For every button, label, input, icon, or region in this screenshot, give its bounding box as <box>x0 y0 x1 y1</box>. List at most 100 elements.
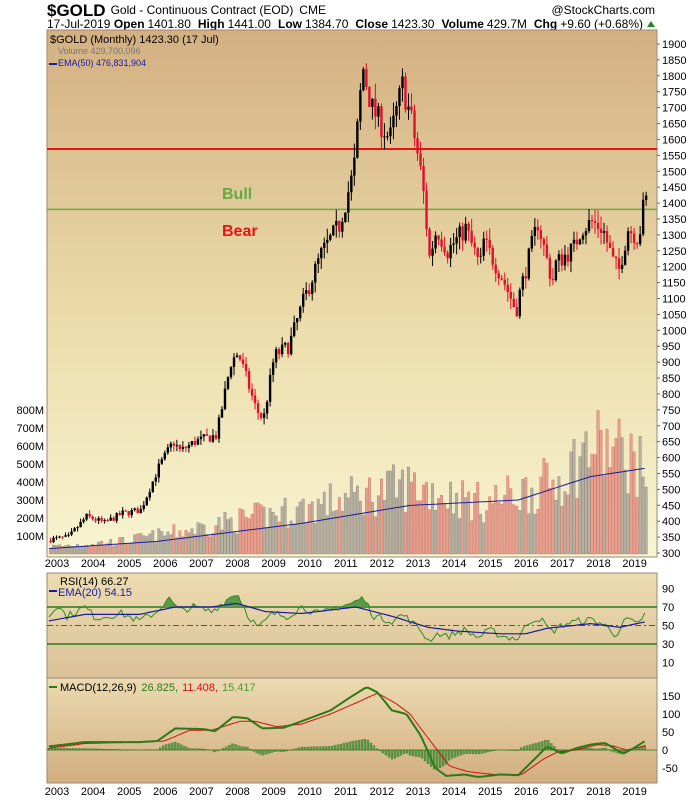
price-tick-label: 1050 <box>662 309 686 321</box>
volume-bar <box>187 532 191 555</box>
price-tick-label: 1750 <box>662 87 686 99</box>
candle <box>112 516 115 522</box>
candle-body <box>244 363 248 372</box>
rsi-tick-label: 70 <box>662 602 674 614</box>
candle <box>485 230 488 252</box>
volume-bar <box>590 453 594 555</box>
candle-body <box>572 239 576 244</box>
volume-bar <box>292 523 296 555</box>
open-label: Open <box>114 17 145 31</box>
candle-body <box>166 447 170 453</box>
candle-body <box>392 115 395 128</box>
candle <box>148 488 151 501</box>
candle-body <box>202 434 206 437</box>
candle <box>250 383 254 401</box>
volume-bar <box>599 429 603 555</box>
candle-body <box>461 226 464 241</box>
candle-body <box>479 255 482 257</box>
candle <box>365 63 368 91</box>
volume-bar <box>67 544 70 555</box>
volume-bar <box>455 492 459 555</box>
candle <box>560 248 564 272</box>
volume-bar <box>325 515 329 555</box>
candle-body <box>265 401 269 414</box>
candle-body <box>314 263 317 283</box>
histogram-bar <box>423 749 427 762</box>
candle <box>160 456 164 466</box>
rsi-tick-label: 10 <box>662 658 674 670</box>
candle-body <box>542 239 546 245</box>
candle-body <box>148 492 151 498</box>
histogram-bar <box>339 743 342 751</box>
histogram-bar <box>177 743 180 751</box>
volume-bar <box>127 543 131 555</box>
price-tick-label: 450 <box>662 500 680 512</box>
histogram-bar <box>411 749 415 757</box>
candle <box>268 368 272 407</box>
candle <box>602 222 606 245</box>
candle <box>575 231 579 250</box>
low-value: 1384.70 <box>305 17 349 31</box>
candle <box>292 315 296 338</box>
price-tick-label: 850 <box>662 373 680 385</box>
volume-bar <box>271 512 275 555</box>
candle-body <box>626 231 630 251</box>
volume-tick-label: 600M <box>16 441 44 453</box>
candle-body <box>175 445 179 447</box>
candle-body <box>283 342 287 345</box>
candle <box>67 532 70 538</box>
volume-bar <box>241 509 245 555</box>
volume-bar <box>199 523 203 555</box>
price-tick-label: 1500 <box>662 166 686 178</box>
candle-body <box>298 306 302 319</box>
candle-body <box>608 242 612 249</box>
candle-body <box>587 220 591 232</box>
year-label: 2007 <box>189 558 213 570</box>
candle-body <box>58 536 61 538</box>
candle-body <box>602 230 606 233</box>
candles <box>49 63 648 544</box>
histogram-bar <box>270 749 273 753</box>
candle <box>154 473 157 486</box>
histogram-bar <box>315 746 318 751</box>
candle <box>449 237 452 268</box>
candle <box>229 366 233 380</box>
histogram-bar <box>300 746 303 751</box>
signal-value: 11.408, <box>182 682 218 694</box>
price-tick-label: 1700 <box>662 103 686 115</box>
year-label: 2013 <box>406 558 430 570</box>
volume-bar <box>49 548 52 555</box>
volume-bar <box>566 494 570 555</box>
price-tick-label: 400 <box>662 516 680 528</box>
volume-bar <box>88 546 92 555</box>
candle <box>205 428 209 437</box>
macd-value: 26.825, <box>141 682 178 694</box>
candle-body <box>536 226 540 231</box>
volume-bar <box>76 544 79 555</box>
volume-bar <box>190 528 194 555</box>
candle-body <box>401 76 404 89</box>
candle-body <box>353 157 356 176</box>
candle <box>572 231 576 252</box>
candle-body <box>124 510 127 512</box>
rsi-axis: 10 30 50 70 90 <box>662 584 674 670</box>
candle-body <box>362 69 365 91</box>
volume-bar <box>572 439 576 555</box>
volume-bar <box>626 493 630 555</box>
candle-body <box>596 222 600 229</box>
candle-body <box>238 355 242 360</box>
date: 17-Jul-2019 <box>47 17 111 31</box>
candle <box>491 245 494 270</box>
candle-body <box>482 238 485 256</box>
histogram-bar <box>372 745 376 751</box>
candle <box>617 248 621 280</box>
volume-bar <box>295 506 299 555</box>
candle-body <box>115 513 118 521</box>
histogram-bar <box>333 745 336 751</box>
year-label: 2019 <box>622 558 646 570</box>
macd-panel <box>46 677 658 784</box>
histogram-bar <box>318 746 321 751</box>
candle-body <box>539 230 543 240</box>
candle <box>392 102 395 140</box>
volume-bar <box>560 506 564 555</box>
